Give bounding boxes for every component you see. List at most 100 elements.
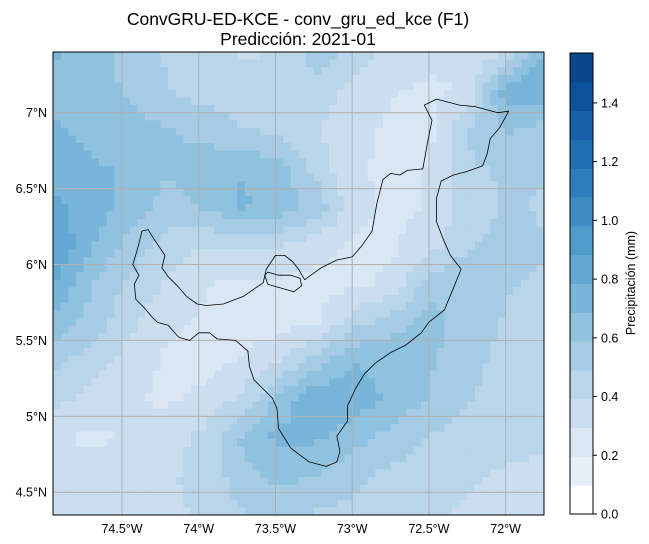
field-cell bbox=[306, 59, 315, 68]
field-cell bbox=[421, 135, 430, 144]
field-cell bbox=[114, 393, 123, 402]
field-cell bbox=[475, 515, 483, 523]
field-cell bbox=[329, 97, 338, 106]
field-cell bbox=[99, 439, 108, 448]
field-cell bbox=[367, 477, 376, 486]
field-cell bbox=[221, 393, 231, 402]
field-cell bbox=[321, 218, 330, 228]
field-cell bbox=[298, 67, 307, 76]
field-cell bbox=[536, 158, 544, 167]
field-cell bbox=[428, 59, 438, 68]
field-cell bbox=[321, 507, 330, 515]
field-cell bbox=[313, 279, 323, 288]
field-cell bbox=[520, 310, 530, 319]
field-cell bbox=[505, 446, 514, 455]
field-cell bbox=[298, 355, 307, 364]
field-cell bbox=[175, 431, 185, 440]
field-cell bbox=[122, 363, 131, 372]
field-cell bbox=[490, 423, 499, 433]
field-cell bbox=[536, 127, 544, 137]
field-cell bbox=[497, 340, 507, 349]
field-cell bbox=[267, 492, 277, 501]
field-cell bbox=[390, 408, 399, 417]
field-cell bbox=[344, 181, 353, 190]
field-cell bbox=[198, 272, 208, 281]
field-cell bbox=[344, 302, 353, 311]
field-cell bbox=[68, 287, 77, 296]
field-cell bbox=[76, 143, 85, 152]
field-cell bbox=[421, 325, 430, 334]
field-cell bbox=[168, 446, 177, 455]
field-cell bbox=[413, 127, 422, 137]
field-cell bbox=[252, 143, 261, 152]
field-cell bbox=[275, 287, 284, 296]
field-cell bbox=[175, 461, 185, 471]
field-cell bbox=[260, 59, 269, 68]
field-cell bbox=[382, 378, 392, 387]
field-cell bbox=[267, 408, 277, 417]
field-cell bbox=[91, 370, 100, 379]
field-cell bbox=[421, 196, 430, 205]
field-cell bbox=[237, 408, 246, 417]
field-cell bbox=[428, 52, 438, 61]
field-cell bbox=[459, 226, 468, 235]
field-cell bbox=[306, 499, 315, 509]
field-cell bbox=[359, 173, 369, 182]
field-cell bbox=[367, 325, 376, 334]
field-cell bbox=[191, 105, 200, 114]
field-cell bbox=[252, 67, 261, 76]
field-cell bbox=[298, 127, 307, 137]
field-cell bbox=[520, 120, 530, 129]
field-cell bbox=[490, 401, 499, 410]
field-cell bbox=[513, 181, 522, 190]
field-cell bbox=[359, 105, 369, 114]
field-cell bbox=[444, 393, 453, 402]
field-cell bbox=[490, 226, 499, 235]
field-cell bbox=[275, 363, 284, 372]
field-cell bbox=[336, 226, 346, 235]
field-cell bbox=[413, 211, 422, 220]
field-cell bbox=[344, 97, 353, 106]
field-cell bbox=[214, 348, 223, 357]
field-cell bbox=[375, 279, 384, 288]
field-cell bbox=[129, 150, 138, 159]
field-cell bbox=[528, 340, 537, 349]
field-cell bbox=[375, 241, 384, 250]
field-cell bbox=[398, 112, 407, 121]
field-cell bbox=[252, 469, 261, 478]
field-cell bbox=[237, 67, 246, 76]
field-cell bbox=[53, 82, 62, 91]
field-cell bbox=[168, 226, 177, 235]
field-cell bbox=[382, 196, 392, 205]
field-cell bbox=[298, 461, 307, 471]
field-cell bbox=[528, 454, 537, 463]
field-cell bbox=[336, 446, 346, 455]
field-cell bbox=[436, 355, 445, 364]
field-cell bbox=[260, 332, 269, 342]
field-cell bbox=[283, 226, 292, 235]
field-cell bbox=[344, 484, 353, 493]
field-cell bbox=[267, 287, 277, 296]
field-cell bbox=[275, 127, 284, 137]
field-cell bbox=[106, 158, 115, 167]
field-cell bbox=[122, 120, 131, 129]
field-cell bbox=[474, 446, 484, 455]
field-cell bbox=[60, 332, 69, 342]
field-cell bbox=[359, 431, 369, 440]
colorbar-tick-label: 0.2 bbox=[601, 449, 618, 463]
field-cell bbox=[221, 378, 231, 387]
field-cell bbox=[352, 120, 361, 129]
field-cell bbox=[436, 492, 445, 501]
field-cell bbox=[198, 264, 208, 273]
field-cell bbox=[53, 385, 62, 395]
field-cell bbox=[520, 165, 530, 175]
field-cell bbox=[221, 279, 231, 288]
field-cell bbox=[321, 370, 330, 379]
field-cell bbox=[206, 82, 215, 91]
field-cell bbox=[267, 439, 277, 448]
field-cell bbox=[544, 325, 552, 333]
field-cell bbox=[359, 188, 369, 197]
field-cell bbox=[198, 423, 208, 433]
field-cell bbox=[76, 294, 85, 304]
field-cell bbox=[382, 363, 392, 372]
